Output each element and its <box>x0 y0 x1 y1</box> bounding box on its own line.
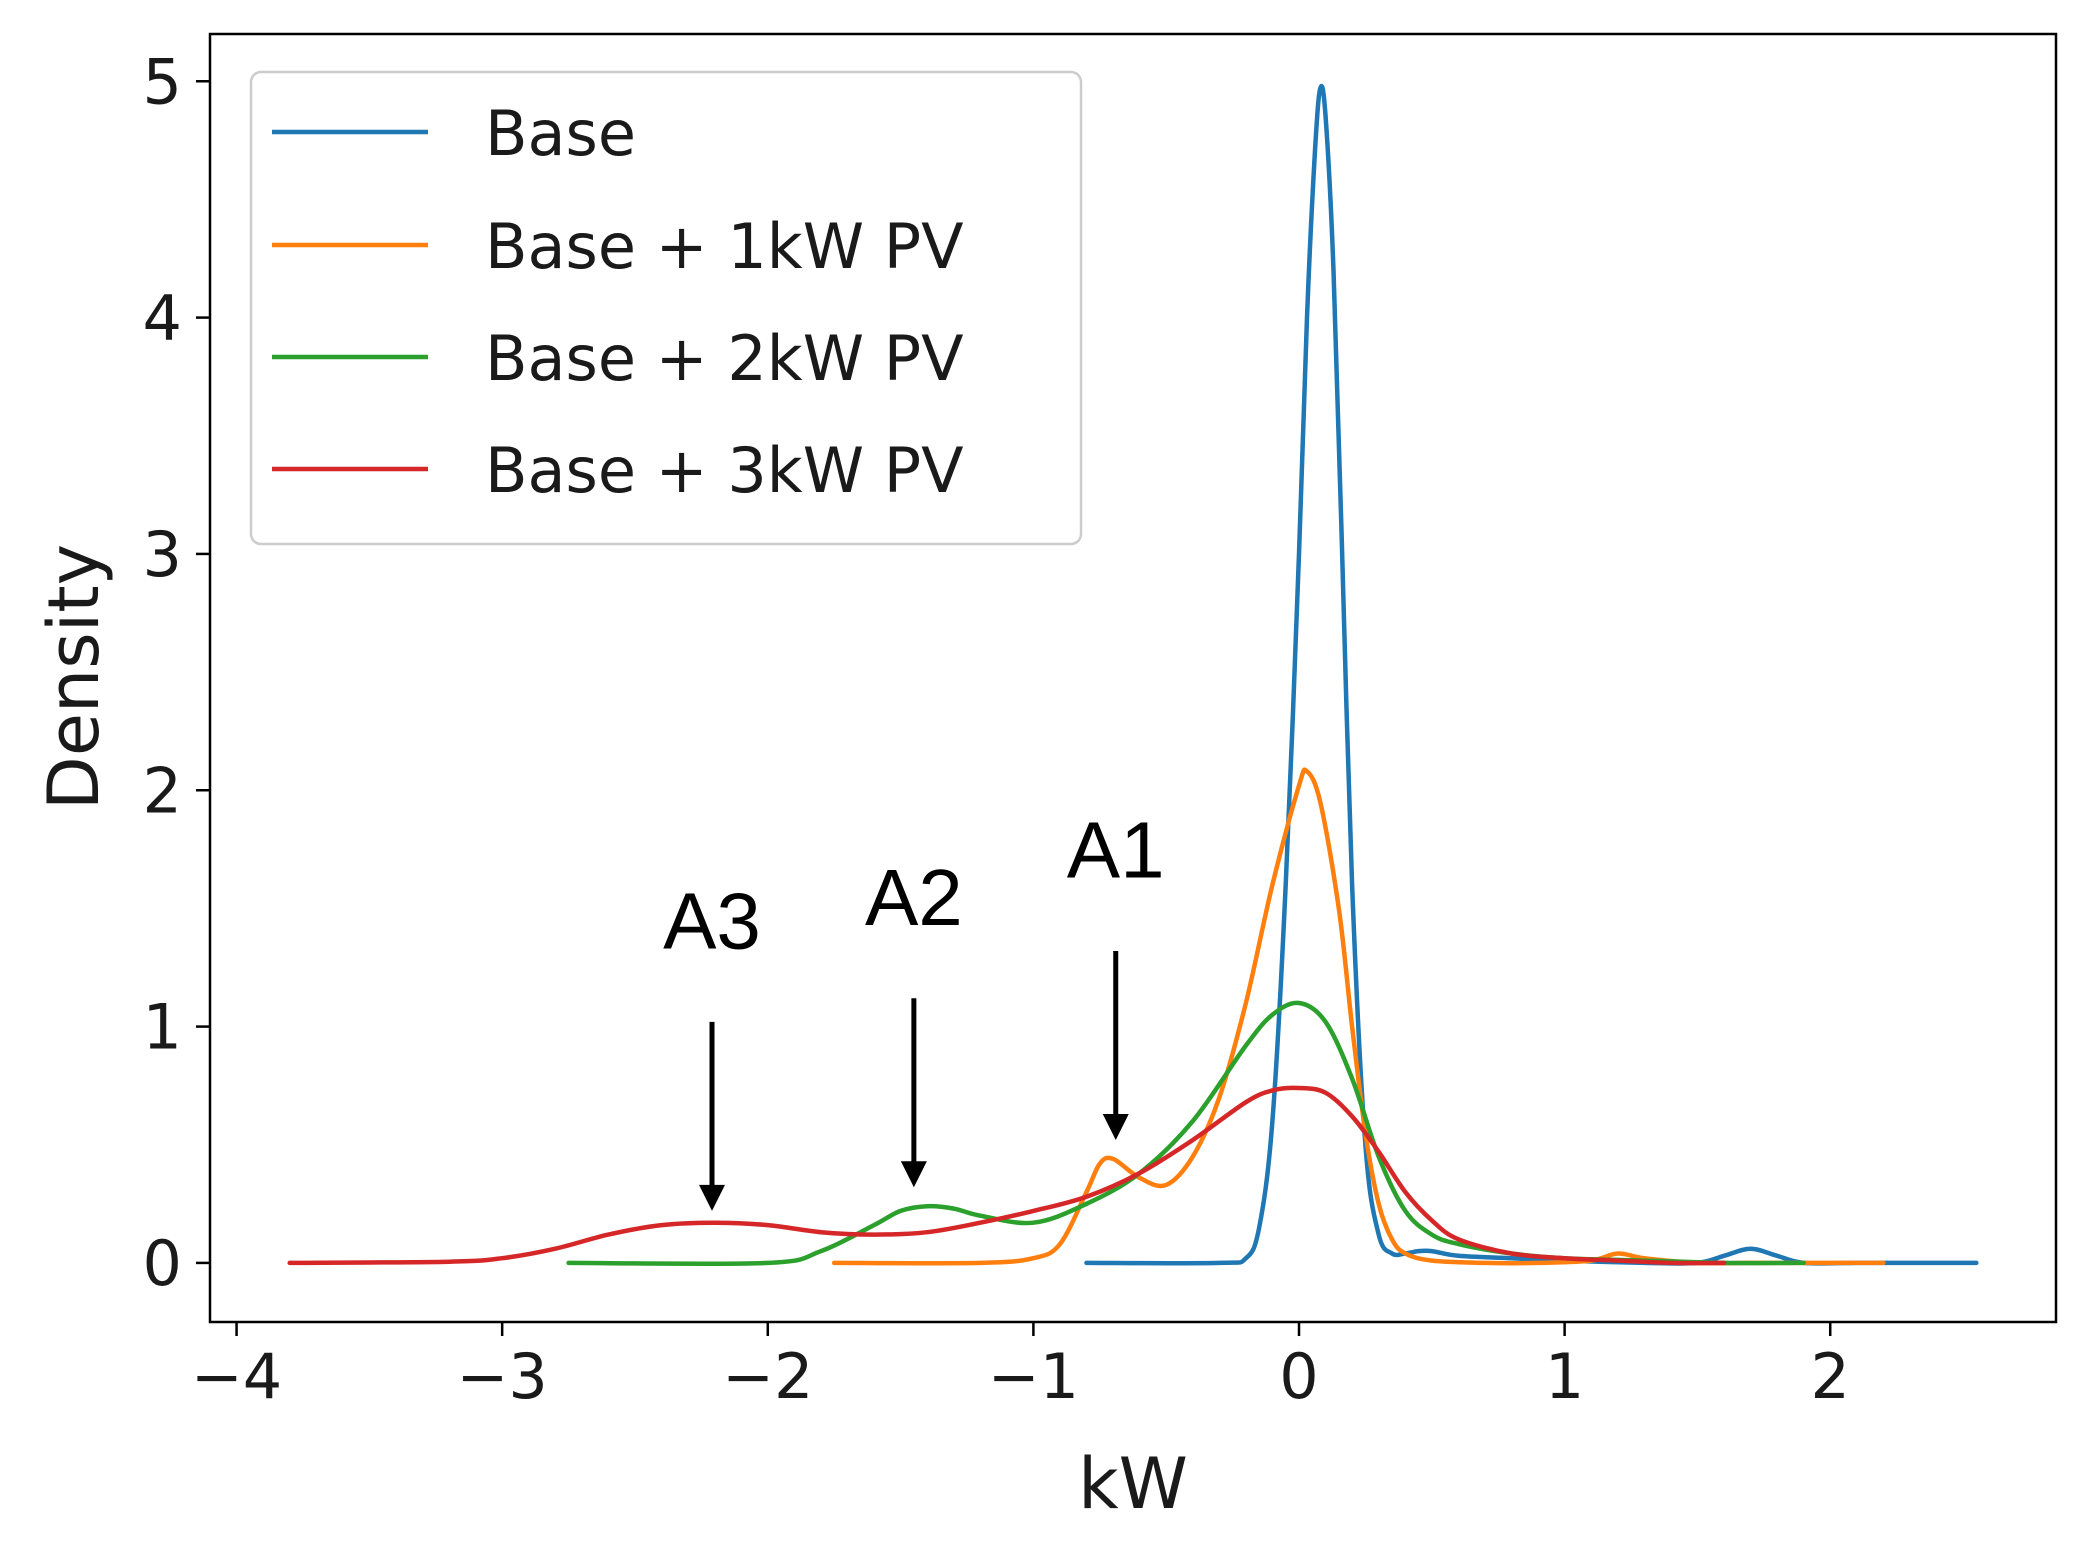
annotation-arrowhead-a3 <box>699 1184 726 1211</box>
legend-label-2kw: Base + 2kW PV <box>485 322 964 395</box>
y-tick-label: 0 <box>143 1227 182 1300</box>
x-tick-label: 0 <box>1279 1340 1318 1413</box>
x-axis-label: kW <box>1078 1443 1188 1525</box>
y-tick-label: 5 <box>143 45 182 118</box>
y-axis-ticks: 0 1 2 3 4 5 <box>143 45 210 1300</box>
plot-frame <box>208 32 2058 1324</box>
y-tick-label: 2 <box>143 754 182 827</box>
y-tick-label: 4 <box>143 282 182 355</box>
x-tick-label: −1 <box>988 1340 1079 1413</box>
series-line-base-1kw-pv <box>831 767 1886 1266</box>
x-tick-label: 1 <box>1545 1340 1584 1413</box>
legend-label-1kw: Base + 1kW PV <box>485 210 964 283</box>
x-tick-label: −2 <box>722 1340 813 1413</box>
legend-box <box>249 70 1083 546</box>
y-tick-label: 3 <box>143 518 182 591</box>
series-layer <box>287 83 1979 1267</box>
annotation-label-a1: A1 <box>1067 806 1165 895</box>
annotation-arrowhead-a1 <box>1102 1114 1129 1141</box>
x-axis-ticks: −4 −3 −2 −1 0 1 2 <box>191 1322 1850 1413</box>
series-line-base-3kw-pv <box>287 1085 1727 1266</box>
x-tick-label: 2 <box>1811 1340 1850 1413</box>
annotation-label-a3: A3 <box>663 877 761 966</box>
x-tick-label: −3 <box>456 1340 547 1413</box>
annotation-label-a2: A2 <box>865 853 963 942</box>
legend-label-3kw: Base + 3kW PV <box>485 434 964 507</box>
legend-label-base: Base <box>485 97 636 170</box>
legend: Base Base + 1kW PV Base + 2kW PV Base + … <box>249 70 1083 546</box>
series-line-base <box>1084 83 1979 1266</box>
x-tick-label: −4 <box>191 1340 282 1413</box>
y-tick-label: 1 <box>143 991 182 1064</box>
y-axis-label: Density <box>33 544 115 810</box>
annotations: A1 A2 A3 <box>663 806 1165 1211</box>
annotation-arrowhead-a2 <box>900 1161 927 1188</box>
